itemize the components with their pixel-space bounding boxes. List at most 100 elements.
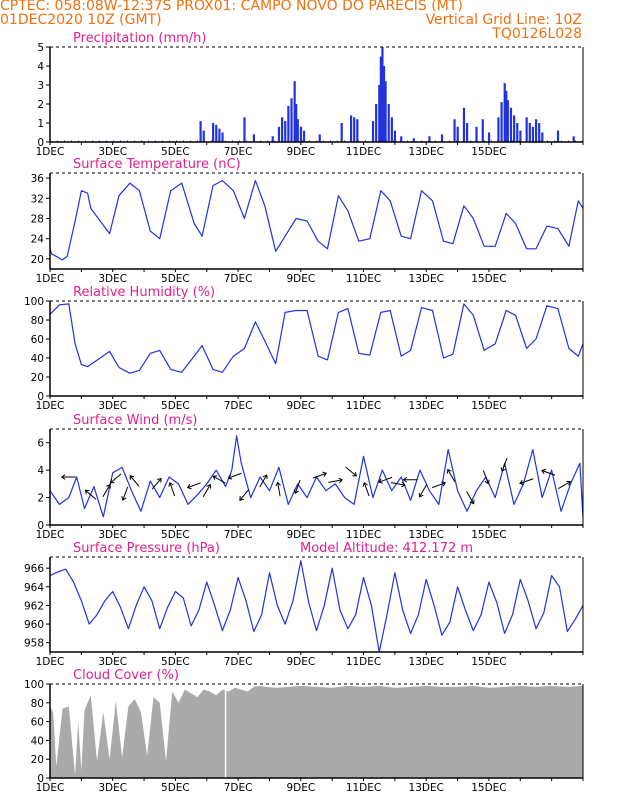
precip-bar bbox=[519, 130, 522, 142]
precip-bar bbox=[503, 83, 506, 142]
x-tick-label: 9DEC bbox=[286, 273, 315, 285]
wind-arrow-head bbox=[484, 479, 490, 485]
precip-bar bbox=[528, 123, 531, 142]
x-tick-label: 15DEC bbox=[471, 273, 506, 285]
y-tick-label: 1 bbox=[37, 118, 44, 130]
precip-bar bbox=[375, 104, 378, 142]
precip-bar bbox=[506, 100, 509, 142]
precip-bar bbox=[371, 121, 375, 142]
precip-bar bbox=[516, 123, 519, 142]
wind-arrow-head bbox=[469, 499, 475, 505]
y-tick-label: 20 bbox=[31, 754, 44, 766]
precip-bar bbox=[353, 117, 356, 142]
x-tick-label: 13DEC bbox=[409, 782, 444, 794]
x-tick-label: 5DEC bbox=[161, 146, 190, 158]
x-tick-label: 9DEC bbox=[286, 146, 315, 158]
y-tick-label: 0 bbox=[37, 773, 44, 785]
wind-arrow-shaft bbox=[102, 484, 111, 498]
wind-arrow-head bbox=[262, 474, 268, 480]
wind-arrow-shaft bbox=[312, 472, 327, 479]
wind-arrow-shaft bbox=[328, 479, 343, 483]
x-tick-label: 7DEC bbox=[224, 273, 253, 285]
wind-arrow-head bbox=[186, 484, 192, 490]
precip-bar bbox=[252, 134, 255, 142]
y-tick-label: 40 bbox=[31, 735, 44, 747]
precip-bar bbox=[379, 56, 382, 142]
y-tick-label: 36 bbox=[31, 173, 45, 185]
wind-arrow-head bbox=[227, 474, 233, 480]
wind-arrow-shaft bbox=[151, 478, 162, 490]
x-tick-label: 15DEC bbox=[471, 400, 506, 412]
wind-arrow-head bbox=[109, 478, 115, 484]
wind-arrow-shaft bbox=[110, 473, 122, 484]
precip-bar bbox=[440, 134, 444, 142]
header-model-id: TQ0126L028 bbox=[492, 26, 582, 42]
precip-bar bbox=[534, 119, 538, 142]
series-line bbox=[50, 180, 583, 261]
wind-arrow-head bbox=[338, 477, 344, 484]
precip-bar bbox=[281, 117, 284, 142]
y-tick-label: 4 bbox=[37, 465, 44, 477]
y-tick-label: 60 bbox=[31, 334, 44, 346]
x-tick-label: 5DEC bbox=[161, 400, 190, 412]
series-line bbox=[50, 435, 583, 519]
precip-bar bbox=[243, 117, 246, 142]
wind-arrow-shaft bbox=[169, 482, 176, 497]
y-tick-label: 80 bbox=[31, 698, 44, 710]
wind-arrow-shaft bbox=[202, 484, 211, 498]
y-tick-label: 0 bbox=[37, 137, 44, 149]
precip-bar bbox=[215, 124, 218, 142]
precip-bar bbox=[284, 121, 287, 142]
wind-arrow-head bbox=[121, 496, 127, 501]
x-tick-label: 3DEC bbox=[98, 529, 127, 541]
y-tick-label: 20 bbox=[31, 372, 44, 384]
panel-title: Surface Temperature (nC) bbox=[73, 157, 241, 172]
wind-arrow-head bbox=[84, 489, 90, 495]
precip-bar bbox=[525, 117, 528, 142]
x-tick-label: 13DEC bbox=[409, 656, 444, 668]
precip-bar bbox=[384, 81, 387, 142]
x-tick-label: 15DEC bbox=[471, 529, 506, 541]
wind-arrow-head bbox=[402, 476, 408, 483]
y-tick-label: 20 bbox=[31, 254, 44, 266]
precip-bar bbox=[465, 123, 469, 142]
panel-title: Precipitation (mm/h) bbox=[73, 31, 206, 46]
x-tick-label: 1DEC bbox=[36, 656, 65, 668]
wind-arrow-shaft bbox=[239, 489, 250, 501]
x-tick-label: 13DEC bbox=[409, 146, 444, 158]
precip-bar bbox=[199, 121, 202, 142]
wind-arrow-shaft bbox=[419, 484, 428, 498]
precip-bar bbox=[497, 117, 500, 142]
x-tick-label: 1DEC bbox=[36, 146, 65, 158]
precip-bar bbox=[393, 130, 397, 142]
x-tick-label: 5DEC bbox=[161, 782, 190, 794]
header-gridline-note: Vertical Grid Line: 10Z bbox=[425, 12, 582, 28]
wind-arrow-shaft bbox=[501, 457, 508, 472]
wind-arrow-shaft bbox=[447, 469, 456, 482]
wind-arrow-head bbox=[60, 474, 66, 480]
wind-arrow-shaft bbox=[228, 472, 242, 479]
x-tick-label: 13DEC bbox=[409, 400, 444, 412]
wind-arrow-shaft bbox=[85, 489, 97, 500]
precip-bar bbox=[318, 134, 321, 142]
x-tick-label: 3DEC bbox=[98, 146, 127, 158]
x-tick-label: 1DEC bbox=[36, 782, 65, 794]
y-tick-label: 964 bbox=[24, 582, 44, 594]
wind-arrow-head bbox=[441, 481, 447, 487]
wind-arrow-head bbox=[239, 496, 244, 501]
panel-title: Surface Pressure (hPa) bbox=[73, 541, 220, 556]
y-tick-label: 28 bbox=[31, 213, 44, 225]
wind-arrow-head bbox=[418, 492, 424, 498]
precip-bar bbox=[221, 132, 224, 142]
y-tick-label: 40 bbox=[31, 353, 44, 365]
wind-arrow-head bbox=[378, 478, 383, 484]
precip-bar bbox=[212, 123, 215, 142]
y-tick-label: 60 bbox=[31, 717, 44, 729]
wind-arrow-head bbox=[275, 481, 281, 487]
precip-bar bbox=[513, 115, 516, 142]
wind-arrow-head bbox=[362, 481, 368, 487]
precip-bar bbox=[400, 136, 403, 142]
precip-bar bbox=[428, 136, 431, 142]
wind-arrow-head bbox=[129, 475, 135, 480]
precip-bar bbox=[381, 47, 384, 142]
